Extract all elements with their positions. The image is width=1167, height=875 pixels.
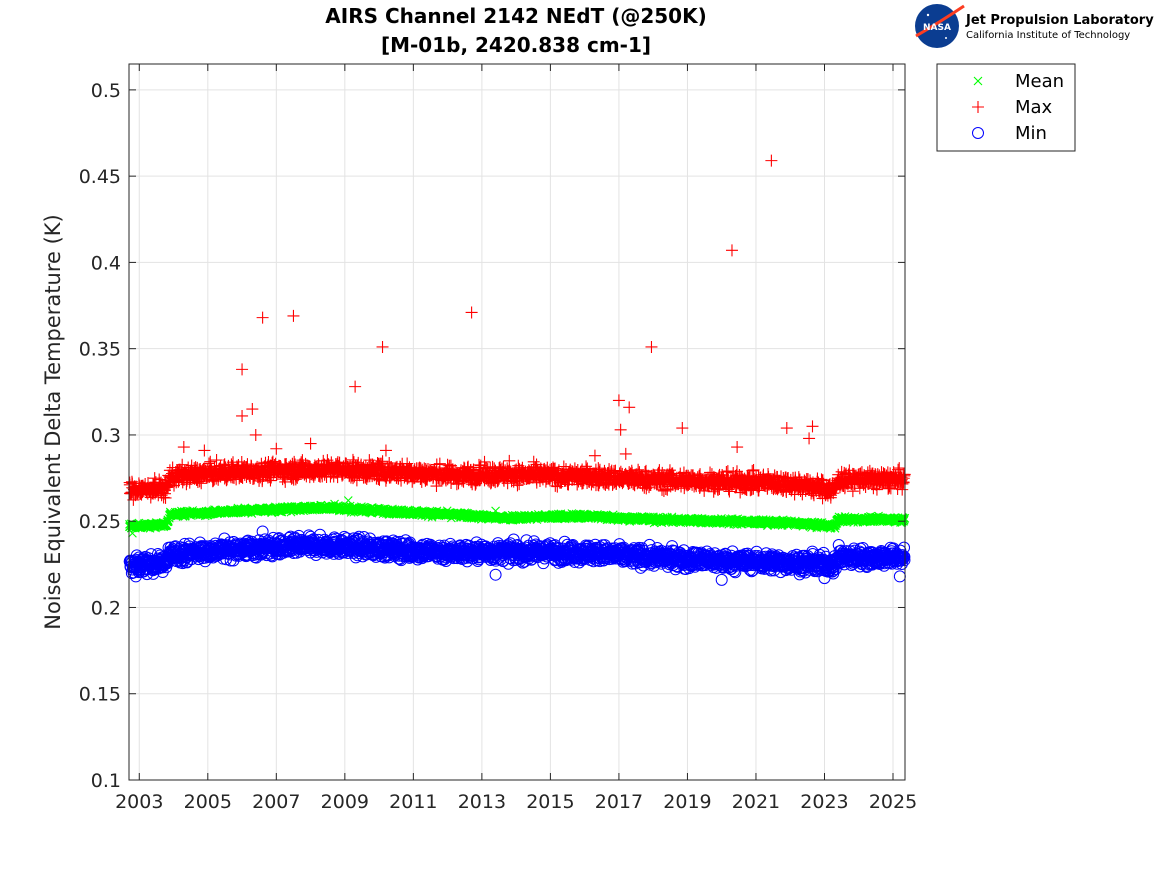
jpl-name: Jet Propulsion Laboratory	[965, 13, 1154, 28]
chart-subtitle: [M-01b, 2420.838 cm-1]	[381, 33, 651, 57]
plot-area	[123, 154, 911, 586]
nasa-swoosh-icon	[915, 4, 965, 38]
nasa-logo-text: NASA	[923, 23, 951, 33]
nasa-star-icon	[926, 13, 930, 17]
min-point	[643, 538, 656, 551]
series-min	[123, 525, 911, 586]
nasa-star-icon	[945, 37, 947, 39]
jpl-institution: California Institute of Technology	[966, 30, 1130, 41]
jpl-logo: NASA Jet Propulsion Laboratory Californi…	[915, 4, 1154, 48]
chart-title: AIRS Channel 2142 NEdT (@250K)	[325, 4, 706, 28]
